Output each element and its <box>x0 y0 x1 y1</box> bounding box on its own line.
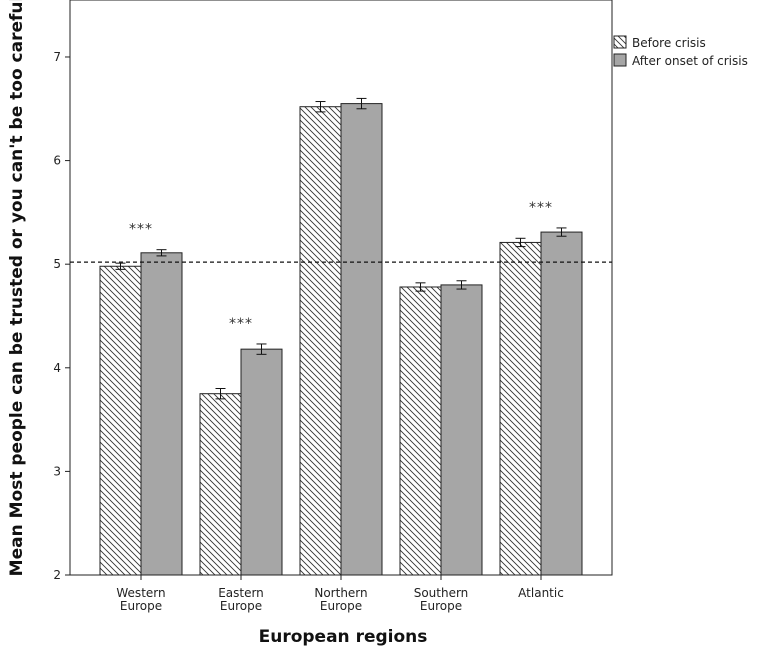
legend-swatch <box>613 53 627 67</box>
y-tick-label: 7 <box>53 50 61 64</box>
x-axis: WesternEuropeEasternEuropeNorthernEurope… <box>116 575 564 613</box>
y-tick-label: 6 <box>53 154 61 168</box>
x-tick-label: Europe <box>420 599 462 613</box>
x-axis-title: European regions <box>259 627 428 647</box>
x-tick-label: Europe <box>320 599 362 613</box>
legend: Before crisis After onset of crisis <box>613 35 748 68</box>
error-bar <box>415 282 426 292</box>
bar-after <box>440 284 483 576</box>
x-tick-label: Eastern <box>218 586 264 600</box>
y-tick-label: 3 <box>53 464 61 478</box>
error-bar <box>356 97 367 110</box>
y-axis-title: Mean Most people can be trusted or you c… <box>7 0 27 576</box>
error-bar <box>115 262 126 270</box>
bar-after <box>540 231 583 576</box>
x-tick-label: Western <box>116 586 165 600</box>
legend-swatch <box>613 35 627 49</box>
bar-before <box>199 393 242 576</box>
bar-before <box>499 241 542 576</box>
bar-before <box>299 106 342 576</box>
legend-label: Before crisis <box>632 36 706 50</box>
significance-marker: *** <box>529 200 553 216</box>
bar-after <box>240 348 283 576</box>
bar-after <box>340 103 383 576</box>
bar-after <box>140 252 183 576</box>
bar-before <box>99 265 142 576</box>
y-axis: 2 3 4 5 6 7 <box>53 50 70 582</box>
y-tick-label: 4 <box>53 361 61 375</box>
bars-layer: *** *** *** <box>70 97 612 576</box>
y-tick-label: 5 <box>53 257 61 271</box>
significance-marker: *** <box>229 316 253 332</box>
x-tick-label: Europe <box>220 599 262 613</box>
x-tick-label: Europe <box>120 599 162 613</box>
significance-marker: *** <box>129 222 153 238</box>
legend-label: After onset of crisis <box>632 54 748 68</box>
error-bar <box>256 343 267 355</box>
x-tick-label: Northern <box>314 586 367 600</box>
error-bar <box>515 237 526 248</box>
x-tick-label: Southern <box>414 586 469 600</box>
error-bar <box>215 388 226 400</box>
error-bar <box>556 227 567 237</box>
error-bar <box>156 249 167 257</box>
x-tick-label: Atlantic <box>518 586 564 600</box>
error-bar <box>456 280 467 290</box>
y-tick-label: 2 <box>53 568 61 582</box>
bar-before <box>399 286 442 576</box>
error-bar <box>315 101 326 113</box>
